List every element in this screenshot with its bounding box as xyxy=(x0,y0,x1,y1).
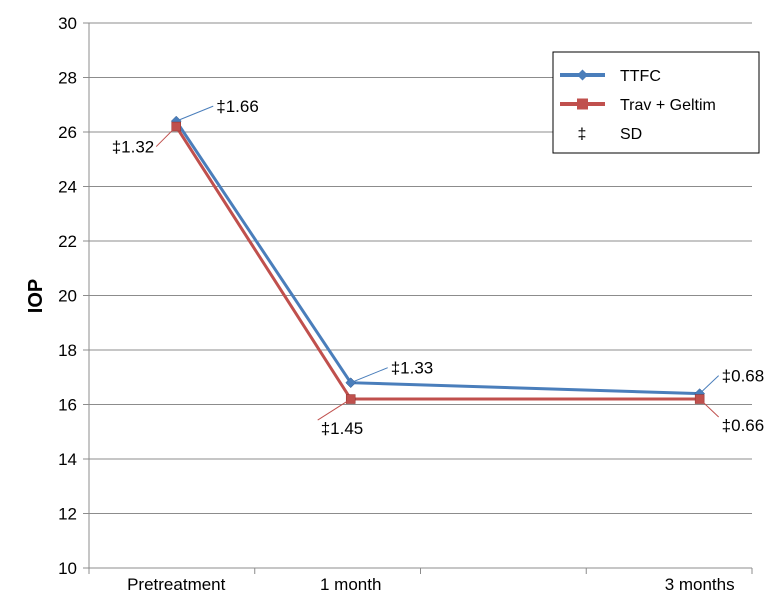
y-tick-label: 16 xyxy=(58,396,77,415)
sd-leader-line xyxy=(699,398,720,418)
sd-annotations: ‡1.66 ‡1.33 ‡0.68 ‡1.32 ‡1.45 ‡0.66 xyxy=(112,97,764,438)
x-tick-label: 3 months xyxy=(665,575,735,592)
grid-lines xyxy=(83,22,752,569)
y-tick-label: 30 xyxy=(58,14,77,33)
legend-label-trav-geltim: Trav + Geltim xyxy=(620,97,716,114)
legend-label-sd: SD xyxy=(620,126,642,143)
sd-label: ‡0.66 xyxy=(722,416,764,435)
y-tick-label: 22 xyxy=(58,232,77,251)
y-tick-label: 12 xyxy=(58,505,77,524)
diamond-marker-icon xyxy=(577,69,588,81)
legend-label-ttfc: TTFC xyxy=(620,68,661,85)
y-tick-label: 26 xyxy=(58,123,77,142)
y-tick-label: 18 xyxy=(58,341,77,360)
x-tick-label: 1 month xyxy=(320,575,381,592)
x-tick-label: Pretreatment xyxy=(127,575,226,592)
sd-label: ‡1.32 xyxy=(112,138,155,157)
sd-leader-line xyxy=(176,105,214,122)
series-lines xyxy=(170,115,706,404)
sd-leader-line xyxy=(155,126,177,147)
sd-leader-line xyxy=(350,367,388,384)
series-line-1 xyxy=(174,125,700,401)
sd-label: ‡1.66 xyxy=(216,97,259,116)
square-marker-icon xyxy=(577,98,588,110)
sd-leader-line xyxy=(317,398,351,421)
y-tick-labels: 10 12 14 16 18 20 22 24 26 28 30 xyxy=(58,14,77,578)
sd-leader-line xyxy=(699,375,720,394)
y-tick-label: 20 xyxy=(58,287,77,306)
sd-label: ‡0.68 xyxy=(722,367,764,386)
sd-label: ‡1.33 xyxy=(391,359,434,378)
legend-item-sd: ‡ SD xyxy=(578,126,643,143)
legend: TTFC Trav + Geltim ‡ SD xyxy=(552,51,760,154)
y-tick-label: 28 xyxy=(58,69,77,88)
double-dagger-icon: ‡ xyxy=(578,126,587,143)
y-tick-label: 24 xyxy=(58,178,77,197)
sd-label: ‡1.45 xyxy=(321,419,364,438)
y-axis-title: IOP xyxy=(25,279,47,313)
y-tick-label: 14 xyxy=(58,450,77,469)
legend-item-ttfc: TTFC xyxy=(560,68,661,85)
axes xyxy=(88,23,753,574)
series-line-0 xyxy=(174,120,700,396)
legend-item-trav-geltim: Trav + Geltim xyxy=(560,97,716,114)
y-tick-label: 10 xyxy=(58,559,77,578)
x-tick-labels: Pretreatment 1 month 3 months xyxy=(127,575,735,592)
